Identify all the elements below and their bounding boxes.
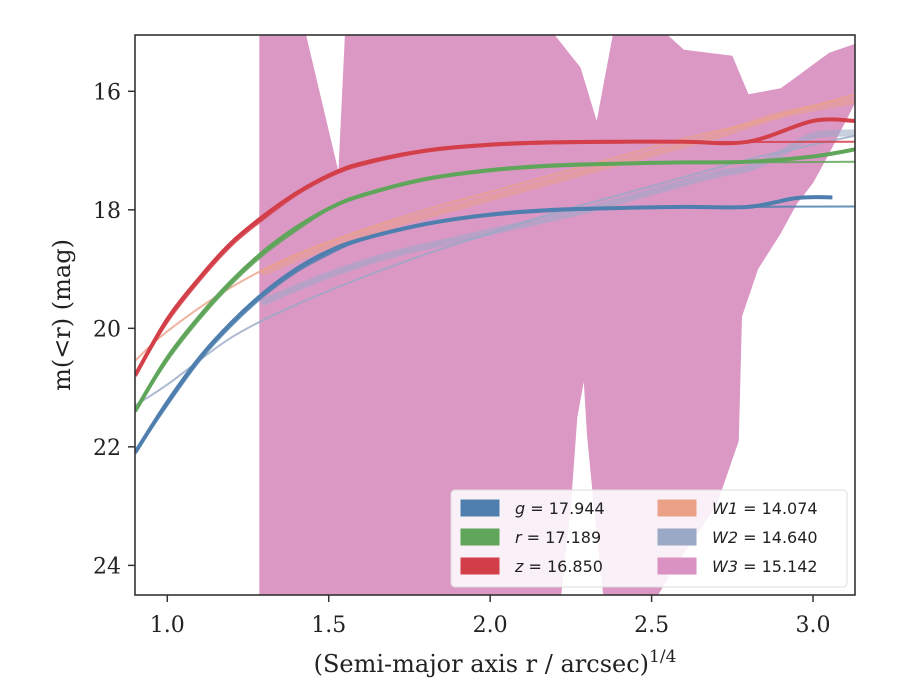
y-tick-label: 20 (93, 317, 121, 342)
legend-band-name: r (515, 528, 523, 547)
legend-item-W2: W2 = 14.640 (657, 528, 818, 547)
series-r-model (135, 160, 855, 412)
legend-swatch (657, 528, 697, 546)
y-axis-label: m(<r) (mag) (48, 239, 76, 391)
legend-item-r: r = 17.189 (460, 528, 601, 547)
legend-label: g = 17.944 (515, 499, 605, 518)
legend-swatch (460, 528, 500, 546)
legend-swatch (460, 499, 500, 517)
legend-item-g: g = 17.944 (460, 499, 605, 518)
legend-label: W2 = 14.640 (712, 528, 818, 547)
series-g-model (135, 205, 855, 454)
legend-item-W1: W1 = 14.074 (657, 499, 818, 518)
legend-label: W1 = 14.074 (712, 499, 818, 518)
legend-band-value: = 17.189 (522, 528, 602, 547)
legend-label: z = 16.850 (514, 557, 603, 576)
x-tick-label: 1.0 (150, 613, 185, 638)
legend-band-value: = 15.142 (738, 557, 818, 576)
legend-swatch (460, 557, 500, 575)
x-axis-label-main: (Semi-major axis r / arcsec) (314, 650, 649, 678)
y-tick-label: 16 (93, 80, 121, 105)
y-tick-label: 18 (93, 199, 121, 224)
x-tick-label: 2.5 (634, 613, 669, 638)
series-W2-data (260, 129, 855, 306)
x-axis-label: (Semi-major axis r / arcsec)1/4 (314, 647, 677, 678)
x-tick-label: 1.5 (311, 613, 346, 638)
legend-swatch (657, 499, 697, 517)
plot-frame (134, 34, 856, 596)
legend-swatch (657, 557, 697, 575)
series-W1-data (260, 96, 855, 276)
legend-item-W3: W3 = 15.142 (657, 557, 818, 576)
x-tick-label: 2.0 (473, 613, 508, 638)
legend-item-z: z = 16.850 (460, 557, 603, 576)
legend-label: W3 = 15.142 (712, 557, 818, 576)
legend-band-value: = 16.850 (523, 557, 603, 576)
x-tick-label: 3.0 (796, 613, 831, 638)
legend-band-name: g (515, 499, 525, 518)
legend-band-name: W3 (712, 557, 738, 576)
series-z-model (135, 140, 855, 377)
legend-band-name: W2 (712, 528, 738, 547)
legend-box (450, 489, 848, 588)
series-W2-model (135, 134, 855, 407)
legend-band-value: = 17.944 (525, 499, 605, 518)
legend-band-value: = 14.640 (738, 528, 818, 547)
legend-band-value: = 14.074 (738, 499, 818, 518)
y-tick-label: 22 (93, 436, 121, 461)
x-axis-label-exponent: 1/4 (649, 647, 676, 667)
series-W1-model (135, 93, 855, 362)
y-tick-label: 24 (93, 554, 121, 579)
y-axis: 16 18 20 22 24 (93, 80, 135, 579)
legend-band-name: z (514, 557, 524, 576)
legend-band-name: W1 (712, 499, 738, 518)
x-axis: 1.0 1.5 2.0 2.5 3.0 (150, 595, 831, 638)
legend-label: r = 17.189 (515, 528, 601, 547)
plot-area (135, 35, 855, 595)
